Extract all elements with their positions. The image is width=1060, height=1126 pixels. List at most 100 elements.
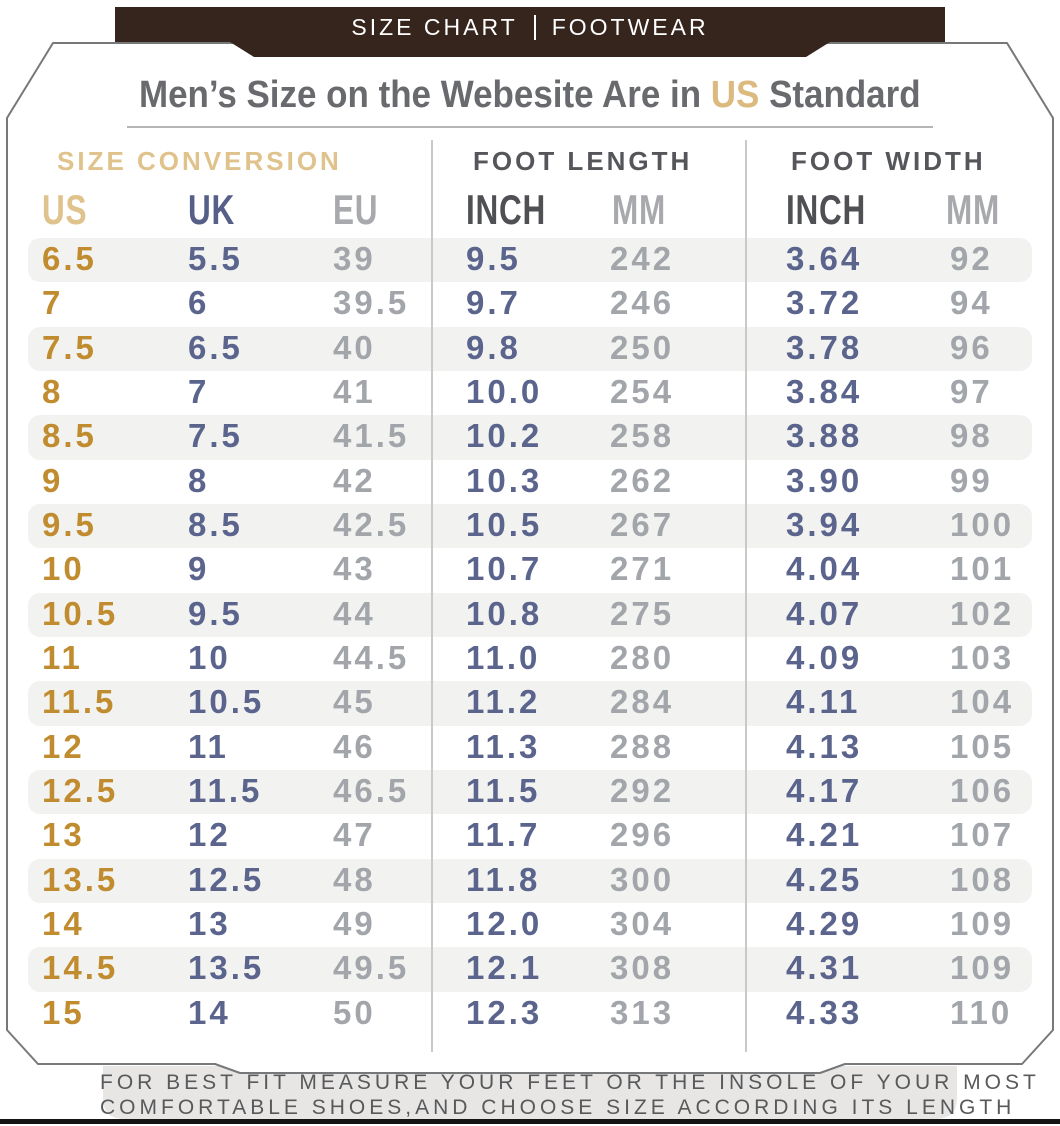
column-header-length-inch: INCH xyxy=(466,186,547,233)
cell-eu: 43 xyxy=(333,550,376,588)
cell-us: 12 xyxy=(42,728,85,766)
cell-uk: 7 xyxy=(188,373,210,411)
group-header-size-conversion: SIZE CONVERSION xyxy=(57,146,342,176)
cell-foot-width-mm: 110 xyxy=(950,993,1013,1031)
table-row: 13.5 12.5 48 11.8 300 4.25 108 xyxy=(28,858,1032,903)
table-row: 12.5 11.5 46.5 11.5 292 4.17 106 xyxy=(28,769,1032,815)
page-title: Men’s Size on the Webesite Are in US Sta… xyxy=(139,74,921,117)
cell-eu: 41 xyxy=(333,373,376,411)
cell-us: 14 xyxy=(42,905,85,943)
cell-us: 7.5 xyxy=(42,329,97,367)
cell-foot-width-inch: 4.33 xyxy=(786,993,863,1031)
cell-foot-length-mm: 258 xyxy=(610,417,675,455)
cell-foot-width-inch: 4.07 xyxy=(786,595,863,633)
column-group-divider-2 xyxy=(745,140,747,1052)
title-highlight-us: US xyxy=(710,74,760,116)
cell-foot-length-inch: 11.7 xyxy=(466,816,541,854)
cell-uk: 8 xyxy=(188,462,210,500)
cell-foot-width-mm: 109 xyxy=(950,905,1015,943)
cell-foot-length-mm: 308 xyxy=(610,949,675,987)
cell-us: 13 xyxy=(42,816,85,854)
cell-foot-length-mm: 296 xyxy=(610,816,675,854)
cell-eu: 41.5 xyxy=(333,417,410,455)
banner-divider xyxy=(533,14,536,40)
cell-foot-width-mm: 109 xyxy=(950,949,1015,987)
column-header-width-inch: INCH xyxy=(786,186,867,233)
cell-foot-width-inch: 3.88 xyxy=(786,417,863,455)
cell-us: 11 xyxy=(42,639,83,677)
cell-foot-length-mm: 300 xyxy=(610,860,675,898)
cell-foot-width-mm: 98 xyxy=(950,417,993,455)
fit-note-line2: COMFORTABLE SHOES,AND CHOOSE SIZE ACCORD… xyxy=(100,1096,1016,1119)
cell-foot-width-inch: 3.72 xyxy=(786,284,863,322)
cell-foot-length-mm: 262 xyxy=(610,462,675,500)
cell-foot-length-inch: 10.8 xyxy=(466,595,543,633)
table-row: 14.5 13.5 49.5 12.1 308 4.31 109 xyxy=(28,947,1032,992)
table-row: 13 12 47 11.7 296 4.21 107 xyxy=(28,814,1032,858)
cell-foot-length-mm: 292 xyxy=(610,772,675,810)
cell-foot-length-inch: 12.1 xyxy=(466,949,543,987)
cell-foot-length-inch: 10.2 xyxy=(466,417,543,455)
cell-foot-width-inch: 3.84 xyxy=(786,373,863,411)
cell-foot-length-mm: 280 xyxy=(610,639,675,677)
cell-foot-width-inch: 4.13 xyxy=(786,728,863,766)
cell-uk: 11.5 xyxy=(188,772,263,810)
cell-foot-width-inch: 4.11 xyxy=(786,683,861,721)
cell-foot-width-mm: 96 xyxy=(950,329,993,367)
cell-eu: 44.5 xyxy=(333,639,410,677)
cell-uk: 12 xyxy=(188,816,231,854)
column-header-width-mm: MM xyxy=(946,186,1000,233)
cell-eu: 50 xyxy=(333,993,376,1031)
cell-eu: 42 xyxy=(333,462,376,500)
cell-foot-length-inch: 11.0 xyxy=(466,639,541,677)
cell-foot-width-inch: 4.21 xyxy=(786,816,863,854)
cell-eu: 47 xyxy=(333,816,376,854)
cell-foot-length-mm: 288 xyxy=(610,728,675,766)
cell-uk: 6.5 xyxy=(188,329,243,367)
cell-us: 15 xyxy=(42,993,85,1031)
cell-foot-length-inch: 11.2 xyxy=(466,683,541,721)
cell-foot-length-inch: 10.5 xyxy=(466,506,543,544)
cell-eu: 46.5 xyxy=(333,772,410,810)
table-row: 11 10 44.5 11.0 280 4.09 103 xyxy=(28,637,1032,681)
table-row: 9 8 42 10.3 262 3.90 99 xyxy=(28,460,1032,504)
cell-uk: 13.5 xyxy=(188,949,265,987)
cell-eu: 42.5 xyxy=(333,506,410,544)
fit-note-line1: FOR BEST FIT MEASURE YOUR FEET OR THE IN… xyxy=(100,1071,1040,1094)
cell-foot-width-mm: 100 xyxy=(950,506,1015,544)
table-row: 8 7 41 10.0 254 3.84 97 xyxy=(28,371,1032,415)
cell-eu: 39.5 xyxy=(333,284,410,322)
cell-us: 12.5 xyxy=(42,772,119,810)
cell-us: 10 xyxy=(42,550,85,588)
cell-foot-width-mm: 94 xyxy=(950,284,993,322)
cell-us: 11.5 xyxy=(42,683,117,721)
cell-eu: 40 xyxy=(333,329,376,367)
cell-foot-width-mm: 92 xyxy=(950,240,993,278)
cell-eu: 49 xyxy=(333,905,376,943)
table-row: 7.5 6.5 40 9.8 250 3.78 96 xyxy=(28,326,1032,371)
cell-us: 6.5 xyxy=(42,240,97,278)
cell-foot-length-mm: 246 xyxy=(610,284,675,322)
cell-foot-length-mm: 271 xyxy=(610,550,675,588)
cell-foot-width-mm: 101 xyxy=(950,550,1015,588)
cell-us: 13.5 xyxy=(42,860,119,898)
cell-foot-length-inch: 12.3 xyxy=(466,993,543,1031)
cell-foot-width-inch: 4.31 xyxy=(786,949,863,987)
cell-us: 8 xyxy=(42,373,64,411)
bottom-bar xyxy=(0,1119,1060,1124)
cell-foot-length-mm: 267 xyxy=(610,506,675,544)
cell-uk: 14 xyxy=(188,993,231,1031)
table-row: 7 6 39.5 9.7 246 3.72 94 xyxy=(28,282,1032,326)
group-header-foot-width: FOOT WIDTH xyxy=(791,146,986,176)
cell-foot-length-mm: 254 xyxy=(610,373,675,411)
cell-uk: 6 xyxy=(188,284,210,322)
cell-foot-width-inch: 3.64 xyxy=(786,240,863,278)
cell-foot-width-inch: 3.78 xyxy=(786,329,863,367)
column-header-eu: EU xyxy=(333,186,379,233)
cell-foot-length-inch: 11.3 xyxy=(466,728,541,766)
cell-eu: 49.5 xyxy=(333,949,410,987)
cell-foot-width-inch: 4.09 xyxy=(786,639,863,677)
column-header-uk: UK xyxy=(188,186,236,233)
fit-note: FOR BEST FIT MEASURE YOUR FEET OR THE IN… xyxy=(100,1070,1040,1120)
size-table-body: 6.5 5.5 39 9.5 242 3.64 92 7 6 39.5 9.7 246 3.72 94 7.… xyxy=(28,238,1032,1036)
